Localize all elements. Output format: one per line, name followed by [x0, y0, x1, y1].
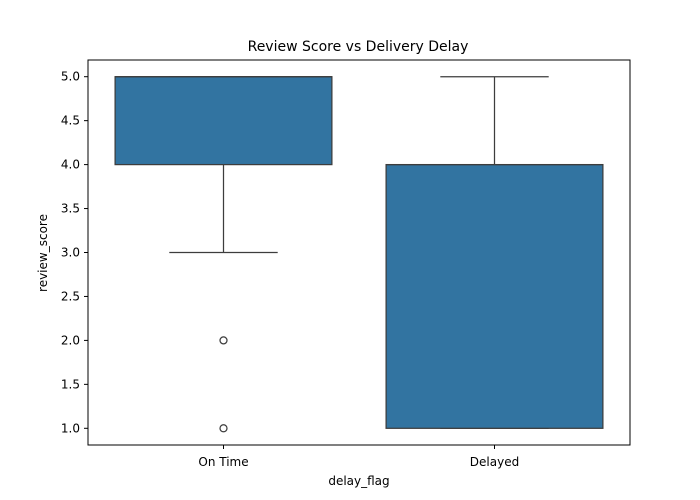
iqr-box	[114, 76, 333, 166]
plot-area	[114, 76, 604, 433]
outlier-point	[219, 424, 228, 433]
x-axis-label: delay_flag	[328, 474, 389, 488]
iqr-box	[385, 163, 604, 429]
y-axis: 1.0 1.5 2.0 2.5 3.0 3.5 4.0 4.5 5.0	[61, 70, 88, 435]
x-tick-label: On Time	[198, 455, 248, 469]
y-tick-label: 2.5	[61, 289, 80, 303]
y-tick-label: 5.0	[61, 70, 80, 84]
x-tick-label: Delayed	[470, 455, 519, 469]
y-tick-label: 2.0	[61, 333, 80, 347]
y-tick-label: 4.5	[61, 114, 80, 128]
y-tick-label: 4.0	[61, 158, 80, 172]
y-tick-label: 1.0	[61, 421, 80, 435]
y-tick-label: 3.5	[61, 202, 80, 216]
y-tick-label: 3.0	[61, 246, 80, 260]
box-group-1	[114, 76, 333, 433]
outlier-point	[219, 336, 228, 345]
box-group-2	[385, 76, 604, 429]
chart-title: Review Score vs Delivery Delay	[248, 39, 469, 55]
y-tick-label: 1.5	[61, 377, 80, 391]
x-axis: On Time Delayed	[198, 445, 519, 469]
y-axis-label: review_score	[36, 214, 50, 292]
